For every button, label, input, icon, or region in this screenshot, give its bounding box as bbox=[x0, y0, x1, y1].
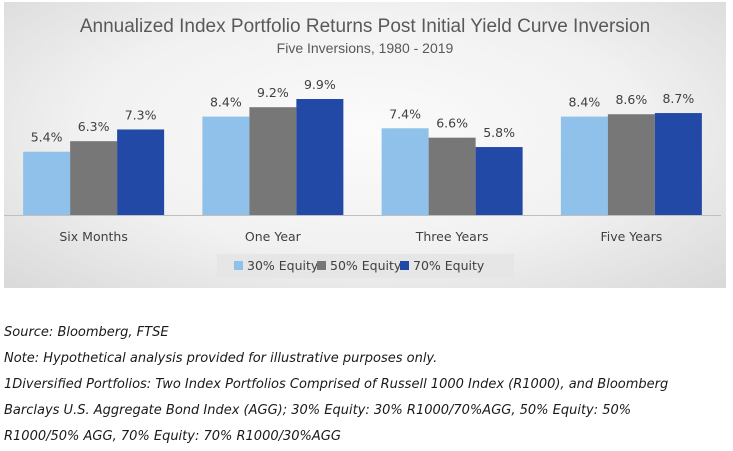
bar-five-years-series-3 bbox=[654, 113, 702, 215]
bars-layer: 5.4% 6.3% 7.3% 8.4% 9.2% 9.9% 7.4% 6.6% 5.8% 8.4%… bbox=[23, 77, 702, 215]
bar-six-months-series-2 bbox=[70, 141, 118, 215]
bar-three-years-series-2 bbox=[428, 137, 476, 215]
data-label: 7.4% bbox=[389, 106, 421, 121]
source-note: Source: Bloomberg, FTSE bbox=[4, 325, 169, 340]
bar-one-year-series-1 bbox=[202, 116, 250, 215]
chart-title: Annualized Index Portfolio Returns Post … bbox=[80, 16, 650, 37]
footnote-line-1: 1Diversified Portfolios: Two Index Portf… bbox=[4, 377, 669, 392]
chart-panel: Annualized Index Portfolio Returns Post … bbox=[4, 2, 726, 288]
bar-one-year-series-2 bbox=[249, 107, 297, 215]
data-label: 7.3% bbox=[125, 107, 157, 122]
data-label: 8.4% bbox=[568, 95, 600, 110]
data-label: 8.4% bbox=[210, 95, 242, 110]
bar-one-year-series-3 bbox=[296, 99, 344, 215]
category-label: One Year bbox=[245, 229, 302, 244]
category-label: Six Months bbox=[59, 229, 127, 244]
disclaimer-note: Note: Hypothetical analysis provided for… bbox=[4, 351, 438, 366]
chart-subtitle: Five Inversions, 1980 - 2019 bbox=[277, 40, 454, 56]
data-label: 9.2% bbox=[257, 85, 289, 100]
bar-three-years-series-3 bbox=[475, 147, 523, 215]
legend-label: 70% Equity bbox=[413, 258, 485, 273]
legend-swatch bbox=[317, 261, 326, 270]
legend-swatch bbox=[400, 261, 409, 270]
bar-five-years-series-1 bbox=[560, 116, 608, 215]
footnote-line-2: Barclays U.S. Aggregate Bond Index (AGG)… bbox=[4, 403, 632, 418]
legend-background bbox=[217, 254, 514, 278]
data-label: 8.6% bbox=[615, 92, 647, 107]
category-label: Five Years bbox=[600, 229, 662, 244]
legend-swatch bbox=[234, 261, 243, 270]
data-label: 8.7% bbox=[662, 91, 694, 106]
legend-label: 50% Equity bbox=[330, 258, 402, 273]
bar-three-years-series-1 bbox=[381, 128, 429, 215]
data-label: 6.3% bbox=[78, 119, 110, 134]
bar-six-months-series-1 bbox=[23, 151, 71, 215]
footnote-line-3: R1000/50% AGG, 70% Equity: 70% R1000/30%… bbox=[4, 429, 341, 444]
data-label: 6.6% bbox=[436, 116, 468, 131]
legend: 30% Equity 50% Equity 70% Equity bbox=[217, 254, 514, 278]
bar-six-months-series-3 bbox=[117, 129, 165, 215]
legend-label: 30% Equity bbox=[247, 258, 319, 273]
data-label: 5.8% bbox=[483, 125, 515, 140]
data-label: 5.4% bbox=[31, 130, 63, 145]
category-label: Three Years bbox=[415, 229, 489, 244]
bar-chart: Annualized Index Portfolio Returns Post … bbox=[4, 16, 721, 278]
category-labels: Six Months One Year Three Years Five Years bbox=[59, 229, 662, 244]
data-label: 9.9% bbox=[304, 77, 336, 92]
notes-block: Source: Bloomberg, FTSE Note: Hypothetic… bbox=[4, 320, 729, 450]
bar-five-years-series-2 bbox=[607, 114, 655, 215]
